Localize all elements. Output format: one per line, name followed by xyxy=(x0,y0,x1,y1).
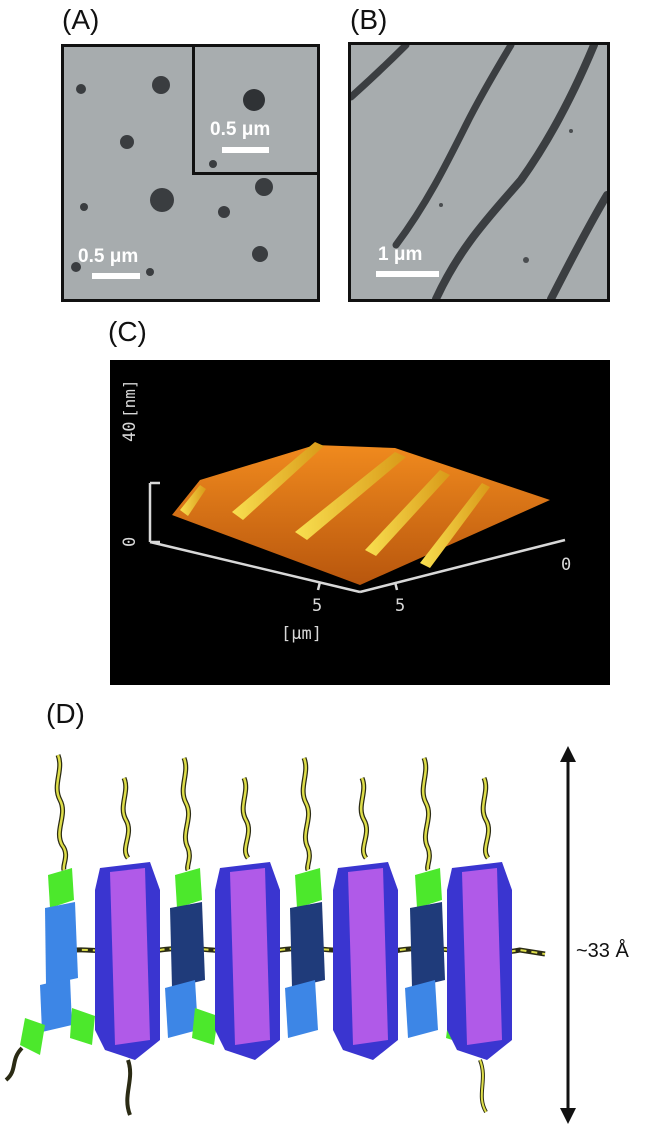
molecule-unit-6 xyxy=(333,777,398,1060)
afm-x-tick-0: 0 xyxy=(561,555,572,575)
fiber-field xyxy=(351,45,607,299)
panel-c-label: (C) xyxy=(108,316,147,347)
afm-xy-unit: [μm] xyxy=(281,624,322,644)
tem-image-a: 0.5 μm 0.5 μm xyxy=(61,44,320,302)
scale-bar-a-label: 0.5 μm xyxy=(78,246,139,267)
panel-a-label: (A) xyxy=(62,4,100,35)
afm-x-tick-5-right: 5 xyxy=(395,596,406,616)
scale-bar-a xyxy=(92,273,140,279)
inset-scale-bar-label: 0.5 μm xyxy=(210,119,271,140)
inset-particle-field xyxy=(209,89,265,168)
afm-surface xyxy=(172,445,550,585)
afm-z-unit: [nm] xyxy=(120,379,139,418)
scale-bar-b-label: 1 μm xyxy=(378,244,423,265)
molecule-unit-3 xyxy=(165,757,218,1045)
dimension-arrow xyxy=(560,746,576,1124)
molecule-unit-5 xyxy=(285,757,325,1038)
scale-bar-b xyxy=(376,271,439,277)
afm-z-tick-40: 40 xyxy=(120,421,140,442)
afm-z-tick-0: 0 xyxy=(120,536,140,547)
particle-field xyxy=(71,76,273,276)
dimension-label: ~33 Å xyxy=(576,940,629,962)
afm-ridges xyxy=(180,442,490,568)
molecule-unit-4 xyxy=(215,777,280,1060)
molecular-stack xyxy=(4,746,576,1124)
afm-3d-plot xyxy=(148,442,566,594)
afm-image-c: [nm] 40 0 5 5 0 [μm] xyxy=(110,360,610,685)
afm-x-tick-5-left: 5 xyxy=(312,596,323,616)
afm-axes xyxy=(148,481,566,594)
inset-image-a: 0.5 μm xyxy=(192,47,317,175)
inset-scale-bar xyxy=(222,147,269,153)
panel-b-label: (B) xyxy=(350,4,388,35)
panel-d-label: (D) xyxy=(46,698,85,729)
tem-image-b: 1 μm xyxy=(348,42,610,302)
molecule-unit-8 xyxy=(447,777,512,1114)
molecular-model-d: ~33 Å xyxy=(0,740,650,1136)
molecule-unit-1 xyxy=(4,754,95,1082)
molecule-unit-2 xyxy=(95,777,160,1116)
